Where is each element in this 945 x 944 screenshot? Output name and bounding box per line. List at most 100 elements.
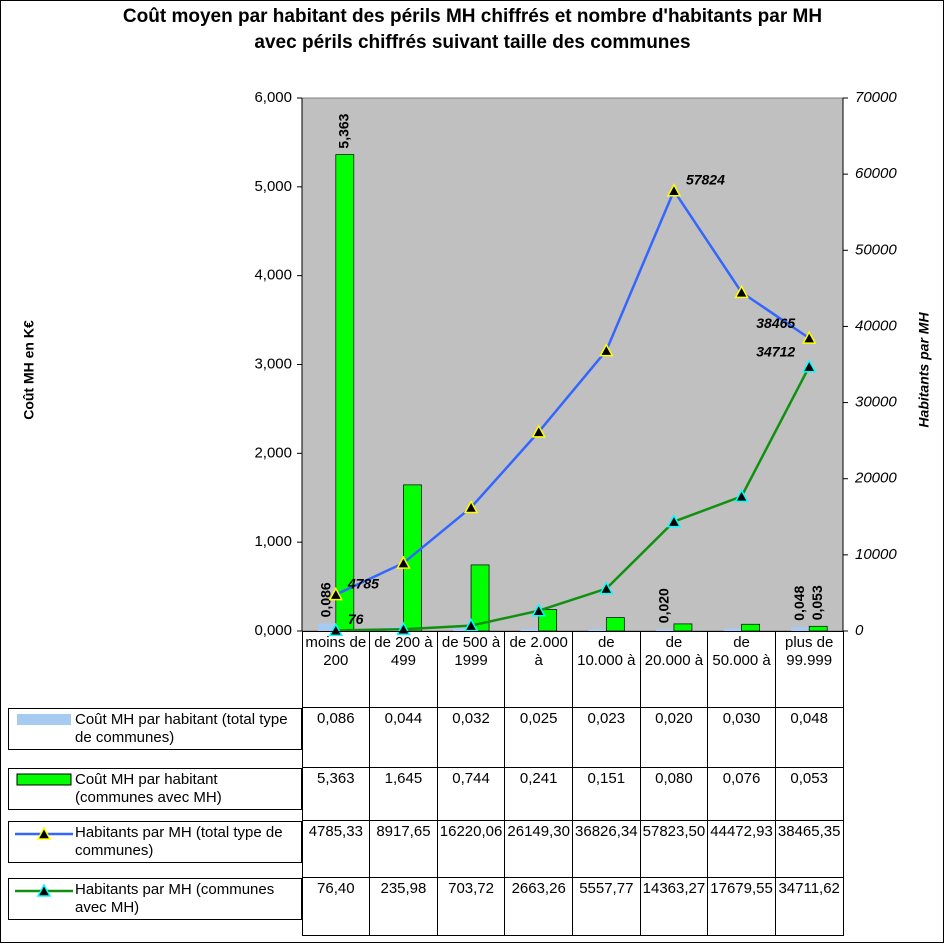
legend-label: Coût MH par habitant (communes avec MH) xyxy=(75,770,222,806)
legend-key xyxy=(17,713,71,725)
table-cell: 57823,50 xyxy=(639,820,709,878)
legend-cell: Coût MH par habitant (communes avec MH) xyxy=(8,767,302,810)
table-cell: 0,076 xyxy=(707,767,776,821)
table-cell: 0,086 xyxy=(301,707,371,768)
bar xyxy=(453,628,472,631)
table-cell: 0,020 xyxy=(639,707,709,768)
table-row: Habitants par MH (communes avec MH) 76,40… xyxy=(8,877,844,936)
chart-title: Coût moyen par habitant des périls MH ch… xyxy=(122,6,823,53)
table-cell: 44472,93 xyxy=(707,820,776,878)
table-cell: 0,044 xyxy=(369,707,438,768)
data-label: 5,363 xyxy=(336,113,352,148)
bar xyxy=(403,484,422,632)
legend-cell: Habitants par MH (total type de communes… xyxy=(8,820,302,863)
data-label: 76 xyxy=(348,611,364,627)
legend-key xyxy=(15,882,73,897)
marker xyxy=(734,284,749,299)
table-row: Coût MH par habitant (communes avec MH) 5… xyxy=(8,767,844,821)
y2-tick-label: 10000 xyxy=(855,546,897,563)
bar xyxy=(808,625,828,632)
marker xyxy=(734,488,749,503)
x-tick-label: moins de 200 xyxy=(301,631,371,708)
table-cell: 5557,77 xyxy=(572,877,641,936)
y-tick-label: 4,000 xyxy=(254,267,292,284)
y2-tick-label: 50000 xyxy=(855,241,897,258)
table-cell: 0,744 xyxy=(436,767,506,821)
y2-tick-label: 40000 xyxy=(855,317,897,334)
y-axis-title: Coût MH en K€ xyxy=(21,320,37,420)
table-cell: 0,151 xyxy=(572,767,641,821)
marker xyxy=(531,603,546,617)
table-cell: 8917,65 xyxy=(369,820,438,878)
legend-cell: Habitants par MH (communes avec MH) xyxy=(8,877,302,920)
data-label: 0,020 xyxy=(656,588,672,623)
legend-cell: Coût MH par habitant (total type de comm… xyxy=(8,707,302,750)
x-tick-label: de 500 à 1999 xyxy=(436,631,506,708)
data-label: 57824 xyxy=(686,171,725,187)
x-tick-label: de 2.000 à xyxy=(504,631,573,708)
y2-tick-label: 0 xyxy=(855,622,864,639)
line xyxy=(335,188,810,596)
table-cell: 2663,26 xyxy=(504,877,573,936)
y-tick-label: 1,000 xyxy=(254,533,292,550)
table-cell: 0,032 xyxy=(436,707,506,768)
legend-label: Habitants par MH (total type de communes… xyxy=(75,823,283,859)
x-tick-label: de 50.000 à xyxy=(707,631,776,708)
marker xyxy=(36,825,52,840)
bar xyxy=(673,623,693,632)
y2-axis-title: Habitants par MH xyxy=(916,312,932,428)
data-label: 4785 xyxy=(347,575,379,591)
bar xyxy=(791,626,810,631)
table-cell: 0,053 xyxy=(774,767,844,821)
marker xyxy=(666,183,682,197)
legend-swatch xyxy=(17,713,71,725)
table-cell: 0,025 xyxy=(504,707,573,768)
marker xyxy=(801,330,817,344)
header-row: moins de 200 de 200 à 499 de 500 à 1999 de … xyxy=(8,631,844,708)
marker xyxy=(463,618,479,632)
table-cell: 17679,55 xyxy=(707,877,776,936)
marker xyxy=(599,581,614,595)
x-tick-label: plus de 99.999 xyxy=(774,631,844,708)
legend-label: Habitants par MH (communes avec MH) xyxy=(75,880,275,916)
table-cell: 5,363 xyxy=(301,767,371,821)
legend-swatch xyxy=(16,773,72,785)
table-cell: 0,080 xyxy=(639,767,709,821)
y-tick-label: 2,000 xyxy=(254,444,292,461)
y2-tick-label: 70000 xyxy=(855,89,897,106)
table-cell: 703,72 xyxy=(436,877,506,936)
table-row: Habitants par MH (total type de communes… xyxy=(8,820,844,878)
y-tick-label: 5,000 xyxy=(254,178,292,195)
x-tick-label: de 200 à 499 xyxy=(369,631,438,708)
title-box: Coût moyen par habitant des périls MH ch… xyxy=(122,6,823,53)
bar xyxy=(741,623,760,632)
legend-key xyxy=(16,773,72,785)
data-label: 0,053 xyxy=(809,585,825,620)
y-tick-label: 3,000 xyxy=(254,355,292,372)
y2-tick-label: 20000 xyxy=(854,470,897,487)
y-tick-label: 6,000 xyxy=(254,89,292,106)
table-row: Coût MH par habitant (total type de comm… xyxy=(8,707,844,768)
data-label: 0,048 xyxy=(791,585,807,620)
marker xyxy=(599,343,614,357)
marker xyxy=(463,499,479,514)
table-cell: 1,645 xyxy=(369,767,438,821)
marker xyxy=(396,555,411,569)
table-cell: 26149,30 xyxy=(504,820,573,878)
bar xyxy=(317,623,336,631)
y2-tick-label: 60000 xyxy=(855,165,897,182)
bar xyxy=(335,154,355,632)
data-table: moins de 200 de 200 à 499 de 500 à 1999 de … xyxy=(8,631,844,936)
legend-key xyxy=(15,825,73,840)
legend-label: Coût MH par habitant (total type de comm… xyxy=(75,710,288,746)
table-cell: 4785,33 xyxy=(301,820,371,878)
marker xyxy=(531,424,546,438)
marker xyxy=(666,514,682,528)
table-cell: 0,241 xyxy=(504,767,573,821)
marker xyxy=(36,882,52,897)
y-tick-label: 0,000 xyxy=(254,622,292,639)
blank xyxy=(8,632,302,708)
table-cell: 38465,35 xyxy=(774,820,844,878)
